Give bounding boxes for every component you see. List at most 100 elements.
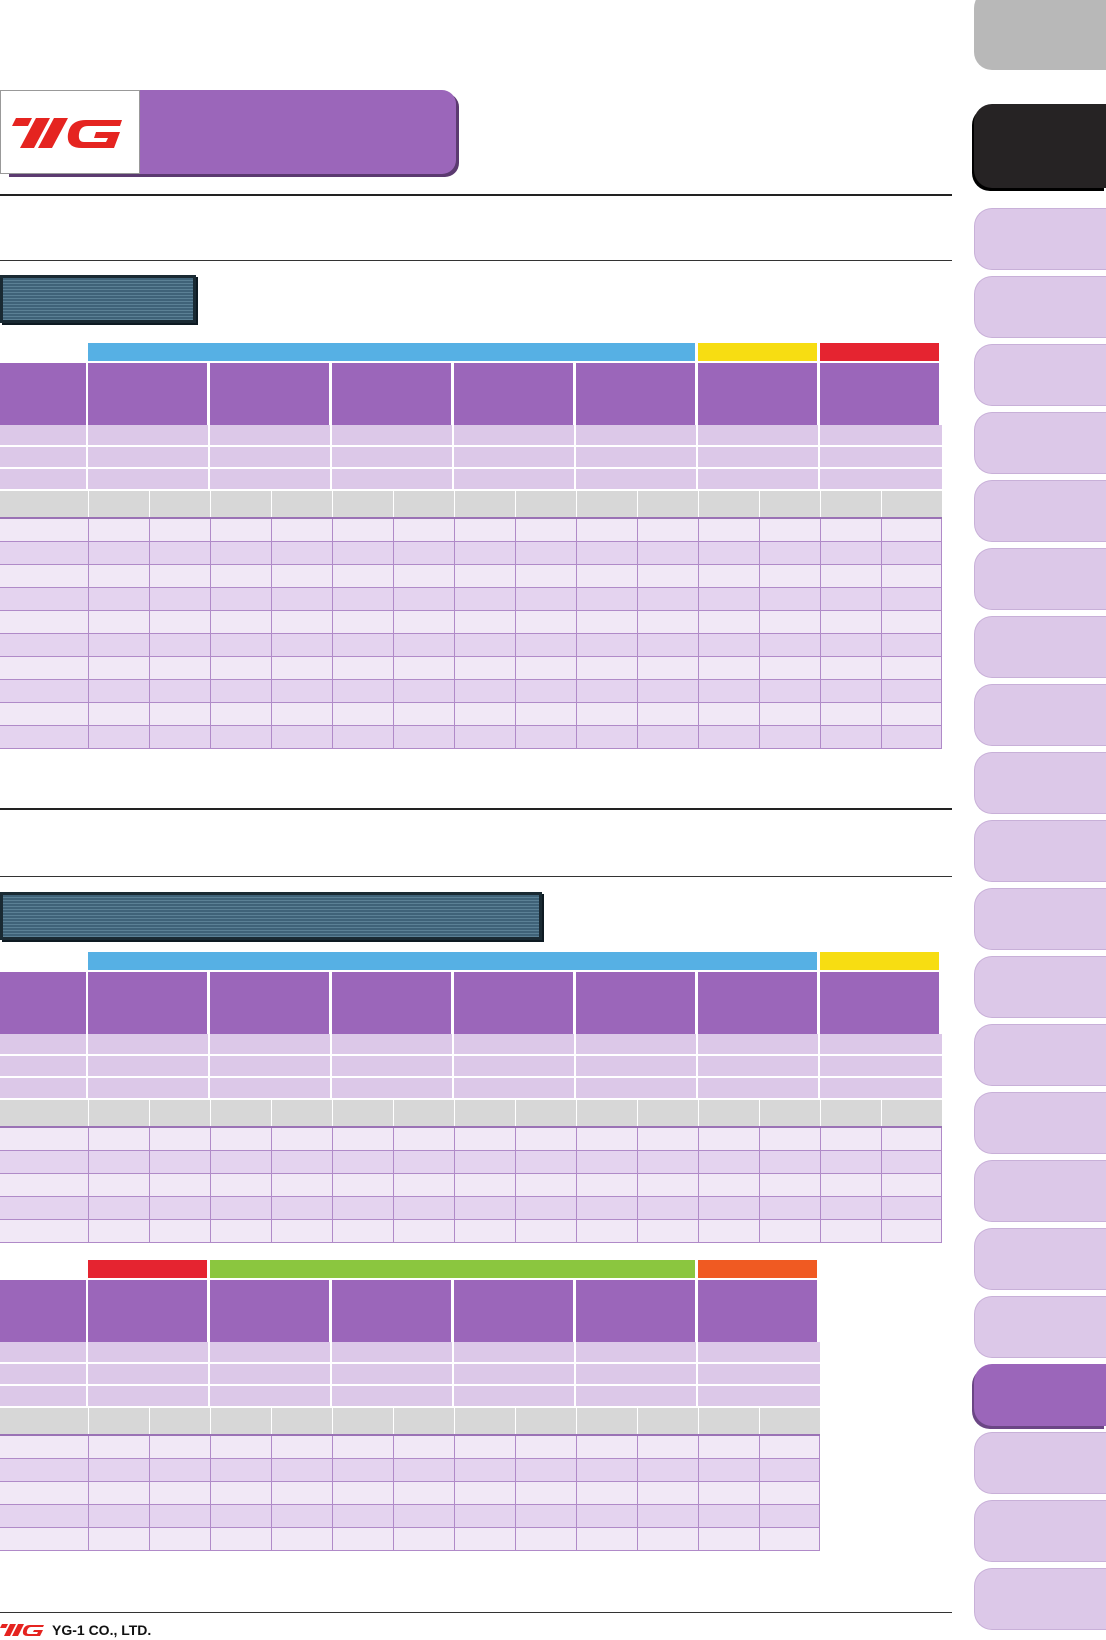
table-column-divider (210, 1436, 211, 1551)
spec-row-divider (696, 1034, 698, 1056)
table-row (0, 680, 942, 703)
spec-row-divider (696, 425, 698, 447)
param-header-divider (149, 1408, 150, 1434)
material-header-cell (332, 363, 451, 425)
side-tab-8[interactable] (974, 548, 1106, 610)
spec-row-divider (86, 425, 88, 447)
side-tab-9[interactable] (974, 616, 1106, 678)
header-left-cell (0, 1280, 86, 1342)
table-row (0, 703, 942, 726)
spec-row-divider (696, 1386, 698, 1408)
side-tab-23[interactable] (974, 1568, 1106, 1630)
side-tab-21[interactable] (974, 1432, 1106, 1494)
table-row (0, 1482, 820, 1505)
side-tab-10[interactable] (974, 684, 1106, 746)
param-header-divider (698, 491, 699, 517)
side-tab-20[interactable] (974, 1364, 1106, 1426)
param-header-divider (576, 1408, 577, 1434)
spec-row-divider (208, 1056, 210, 1078)
param-header-divider (515, 1408, 516, 1434)
table-column-divider (759, 1436, 760, 1551)
table-column-divider (698, 519, 699, 749)
spec-row-divider (574, 1364, 576, 1386)
material-header-cell (576, 972, 695, 1034)
table-column-divider (576, 1128, 577, 1243)
side-tab-12[interactable] (974, 820, 1106, 882)
section-1-heading-bar (0, 275, 196, 323)
table-row (0, 1197, 942, 1220)
side-tab-11[interactable] (974, 752, 1106, 814)
spec-row-divider (86, 1078, 88, 1100)
side-tab-17[interactable] (974, 1160, 1106, 1222)
table-column-divider (454, 1128, 455, 1243)
param-header-row (0, 491, 942, 517)
spec-row-divider (452, 1364, 454, 1386)
table-column-divider (941, 1128, 942, 1243)
param-header-divider (149, 1100, 150, 1126)
spec-row-divider (86, 1364, 88, 1386)
side-tab-5[interactable] (974, 344, 1106, 406)
spec-row-divider (330, 1364, 332, 1386)
param-header-divider (881, 491, 882, 517)
spec-row (0, 447, 942, 469)
material-header-cell (698, 972, 817, 1034)
spec-row-divider (696, 447, 698, 469)
param-header-divider (454, 1100, 455, 1126)
side-tab-13[interactable] (974, 888, 1106, 950)
spec-row-divider (452, 1342, 454, 1364)
side-tab-18[interactable] (974, 1228, 1106, 1290)
table-row (0, 1505, 820, 1528)
side-tab-7[interactable] (974, 480, 1106, 542)
side-tab-22[interactable] (974, 1500, 1106, 1562)
spec-row-divider (330, 425, 332, 447)
spec-row-divider (330, 1078, 332, 1100)
table-column-divider (698, 1128, 699, 1243)
param-header-divider (698, 1100, 699, 1126)
side-tab-4[interactable] (974, 276, 1106, 338)
table-column-divider (332, 1128, 333, 1243)
side-tab-14[interactable] (974, 956, 1106, 1018)
table-column-divider (515, 1128, 516, 1243)
material-header-cell (332, 972, 451, 1034)
param-header-divider (515, 491, 516, 517)
spec-row-divider (330, 1342, 332, 1364)
side-tab-15[interactable] (974, 1024, 1106, 1086)
material-header-cell (576, 363, 695, 425)
side-tab-19[interactable] (974, 1296, 1106, 1358)
spec-row-divider (452, 1056, 454, 1078)
category-strip-blue (88, 343, 695, 361)
spec-row-divider (452, 425, 454, 447)
spec-row-divider (330, 447, 332, 469)
param-header-divider (454, 491, 455, 517)
param-header-divider (332, 1100, 333, 1126)
side-tab-2[interactable] (974, 104, 1106, 188)
material-header-cell (210, 972, 329, 1034)
table-row (0, 542, 942, 565)
param-header-divider (881, 1100, 882, 1126)
param-header-divider (759, 1408, 760, 1434)
param-header-divider (576, 1100, 577, 1126)
side-tab-3[interactable] (974, 208, 1106, 270)
table-column-divider (820, 519, 821, 749)
table-row (0, 611, 942, 634)
category-strip-blue (88, 952, 817, 970)
table-column-divider (576, 519, 577, 749)
side-tab-6[interactable] (974, 412, 1106, 474)
table-row (0, 634, 942, 657)
side-tab-16[interactable] (974, 1092, 1106, 1154)
table-column-divider (881, 1128, 882, 1243)
yg-logo-icon (12, 118, 122, 148)
material-header-cell (210, 363, 329, 425)
table-row (0, 726, 942, 749)
spec-row-divider (86, 1386, 88, 1408)
spec-row-divider (818, 1078, 820, 1100)
table-column-divider (271, 1436, 272, 1551)
category-strip-red (820, 343, 939, 361)
table-column-divider (515, 1436, 516, 1551)
table-column-divider (881, 519, 882, 749)
table-row (0, 1220, 942, 1243)
param-header-divider (393, 491, 394, 517)
side-tab-1[interactable] (974, 0, 1106, 70)
section-rule (0, 260, 952, 261)
table-column-divider (393, 519, 394, 749)
